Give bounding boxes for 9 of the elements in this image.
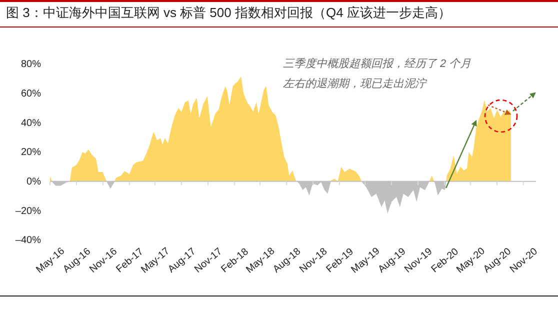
y-tick-label: 80%	[20, 59, 42, 70]
y-tick-label: 20%	[20, 147, 42, 158]
annotation: 三季度中概股超额回报，经历了 2 个月左右的退潮期，现已走出泥泞	[283, 57, 472, 90]
y-tick-label: –40%	[15, 235, 42, 246]
y-tick-label: 60%	[20, 88, 42, 100]
chart-title: 图 3：中证海外中国互联网 vs 标普 500 指数相对回报（Q4 应该进一步走高）	[6, 5, 451, 20]
y-tick-label: 0%	[26, 176, 42, 188]
y-tick-label: 40%	[20, 118, 42, 129]
y-tick-label: –20%	[15, 206, 42, 217]
